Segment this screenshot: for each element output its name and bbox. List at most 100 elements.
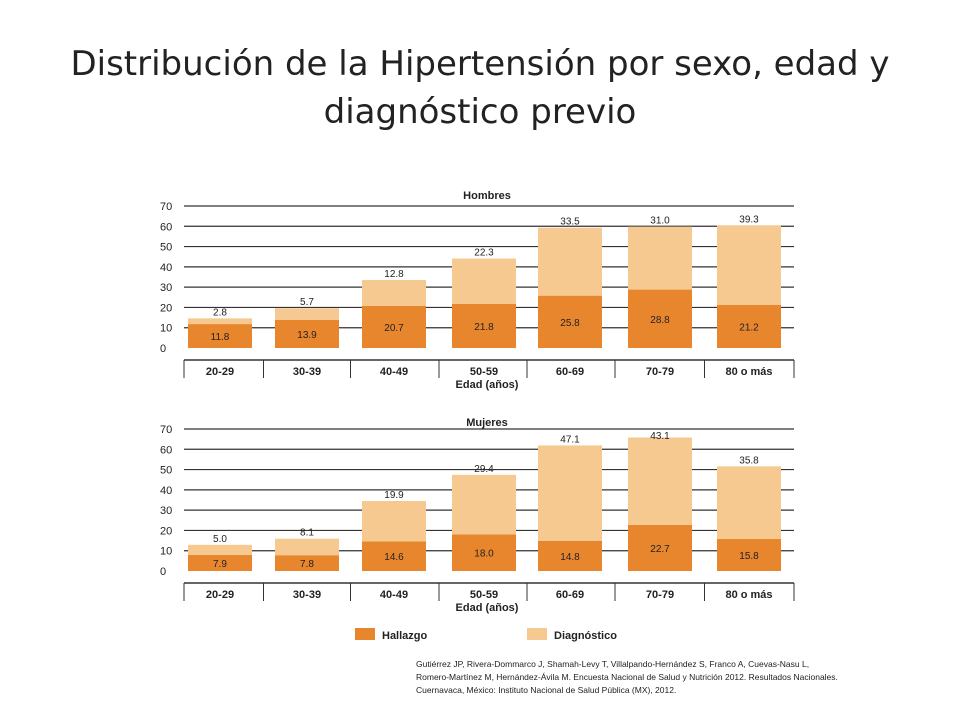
legend-swatch-hallazgo <box>355 628 375 640</box>
x-tick-label-mujeres-4: 50-59 <box>470 589 498 601</box>
y-tick-label-hombres-40: 40 <box>160 262 172 274</box>
data-label-mujeres-hallazgo-3: 14.6 <box>384 552 404 563</box>
x-tick-label-hombres-4: 50-59 <box>470 366 498 378</box>
data-label-mujeres-hallazgo-5: 14.8 <box>560 552 580 563</box>
bar-mujeres-hallazgo-60-69 <box>538 540 602 571</box>
legend-label-hallazgo: Hallazgo <box>382 630 428 642</box>
x-tick-label-hombres-7: 80 o más <box>725 366 772 378</box>
y-tick-label-mujeres-30: 30 <box>160 505 172 517</box>
data-label-hombres-diagnostico-6: 31.0 <box>650 216 670 227</box>
data-label-mujeres-hallazgo-4: 18.0 <box>474 549 494 560</box>
bar-hombres-hallazgo-60-69 <box>538 295 602 348</box>
x-tick-label-mujeres-1: 20-29 <box>206 589 234 601</box>
bar-mujeres-diagnstico-80-o-más <box>717 466 781 539</box>
bar-mujeres-hallazgo-50-59 <box>452 534 516 571</box>
data-label-hombres-hallazgo-5: 25.8 <box>560 318 580 329</box>
x-tick-label-mujeres-3: 40-49 <box>380 589 408 601</box>
bar-mujeres-hallazgo-40-49 <box>362 541 426 571</box>
bar-hombres-hallazgo-20-29 <box>188 324 252 348</box>
y-tick-label-mujeres-10: 10 <box>160 546 172 558</box>
legend-swatch-diagnostico <box>527 628 547 640</box>
bar-hombres-hallazgo-30-39 <box>275 319 339 348</box>
data-label-mujeres-hallazgo-1: 7.9 <box>213 559 227 570</box>
bar-hombres-hallazgo-50-59 <box>452 303 516 348</box>
bar-hombres-diagnstico-50-59 <box>452 258 516 304</box>
x-axis-title-hombres: Edad (años) <box>456 379 519 391</box>
data-label-mujeres-diagnostico-6: 43.1 <box>650 431 670 442</box>
data-label-hombres-hallazgo-3: 20.7 <box>384 323 404 334</box>
y-tick-label-mujeres-0: 0 <box>160 566 166 578</box>
bar-mujeres-diagnstico-20-29 <box>188 544 252 555</box>
y-tick-label-hombres-50: 50 <box>160 242 172 254</box>
bar-mujeres-hallazgo-20-29 <box>188 554 252 571</box>
bar-hombres-hallazgo-70-79 <box>628 289 692 348</box>
x-axis-title-mujeres: Edad (años) <box>456 602 519 614</box>
bar-mujeres-diagnstico-70-79 <box>628 437 692 525</box>
bar-hombres-diagnstico-80-o-más <box>717 225 781 305</box>
citation-line-2: Romero-Martínez M, Hernández-Ávila M. En… <box>416 672 838 682</box>
data-label-mujeres-hallazgo-6: 22.7 <box>650 544 670 555</box>
data-label-hombres-diagnostico-2: 5.7 <box>300 297 314 308</box>
data-label-hombres-hallazgo-7: 21.2 <box>739 322 759 333</box>
data-label-hombres-diagnostico-5: 33.5 <box>560 217 580 228</box>
chart-title-mujeres: Mujeres <box>466 417 508 429</box>
data-label-mujeres-diagnostico-1: 5.0 <box>213 534 227 545</box>
data-label-mujeres-diagnostico-7: 35.8 <box>739 455 759 466</box>
bar-mujeres-diagnstico-40-49 <box>362 501 426 542</box>
bar-hombres-diagnstico-60-69 <box>538 227 602 296</box>
x-tick-label-hombres-1: 20-29 <box>206 366 234 378</box>
data-label-mujeres-diagnostico-2: 8.1 <box>300 528 314 539</box>
data-label-mujeres-diagnostico-4: 29.4 <box>474 464 494 475</box>
y-tick-label-hombres-0: 0 <box>160 343 166 355</box>
data-label-hombres-diagnostico-4: 22.3 <box>474 248 494 259</box>
data-label-hombres-hallazgo-6: 28.8 <box>650 315 670 326</box>
data-label-mujeres-hallazgo-2: 7.8 <box>300 559 314 570</box>
y-tick-label-mujeres-70: 70 <box>160 424 172 436</box>
data-label-mujeres-hallazgo-7: 15.8 <box>739 551 759 562</box>
citation-line-3: Cuernavaca, México: Instituto Nacional d… <box>416 685 677 695</box>
y-tick-label-hombres-10: 10 <box>160 323 172 335</box>
bar-hombres-diagnstico-40-49 <box>362 280 426 307</box>
data-label-mujeres-diagnostico-5: 47.1 <box>560 434 580 445</box>
bar-mujeres-diagnstico-50-59 <box>452 474 516 535</box>
x-tick-label-hombres-3: 40-49 <box>380 366 408 378</box>
bar-hombres-diagnstico-70-79 <box>628 226 692 290</box>
citation-line-1: Gutiérrez JP, Rivera-Dommarco J, Shamah-… <box>416 659 810 669</box>
chart-title-hombres: Hombres <box>463 190 511 202</box>
x-tick-label-hombres-5: 60-69 <box>556 366 584 378</box>
y-tick-label-mujeres-20: 20 <box>160 525 172 537</box>
y-tick-label-mujeres-60: 60 <box>160 444 172 456</box>
data-label-hombres-diagnostico-7: 39.3 <box>739 214 759 225</box>
bar-mujeres-hallazgo-30-39 <box>275 555 339 571</box>
data-label-hombres-hallazgo-2: 13.9 <box>297 330 317 341</box>
bar-hombres-diagnstico-30-39 <box>275 308 339 320</box>
x-tick-label-mujeres-5: 60-69 <box>556 589 584 601</box>
x-tick-label-hombres-2: 30-39 <box>293 366 321 378</box>
x-tick-label-mujeres-7: 80 o más <box>725 589 772 601</box>
bar-hombres-hallazgo-40-49 <box>362 306 426 348</box>
x-tick-label-mujeres-6: 70-79 <box>646 589 674 601</box>
slide-title: Distribución de la Hipertensión por sexo… <box>70 44 890 132</box>
y-tick-label-mujeres-50: 50 <box>160 465 172 477</box>
citation: Gutiérrez JP, Rivera-Dommarco J, Shamah-… <box>416 658 936 697</box>
bar-mujeres-diagnstico-30-39 <box>275 538 339 556</box>
bar-mujeres-diagnstico-60-69 <box>538 445 602 541</box>
data-label-hombres-hallazgo-1: 11.8 <box>211 332 230 343</box>
bar-hombres-hallazgo-80-o-más <box>717 304 781 348</box>
bar-mujeres-hallazgo-80-o-más <box>717 538 781 571</box>
x-tick-label-mujeres-2: 30-39 <box>293 589 321 601</box>
y-tick-label-hombres-60: 60 <box>160 221 172 233</box>
data-label-hombres-diagnostico-1: 2.8 <box>213 307 227 318</box>
data-label-hombres-hallazgo-4: 21.8 <box>474 322 494 333</box>
data-label-hombres-diagnostico-3: 12.8 <box>384 269 404 280</box>
bar-hombres-diagnstico-20-29 <box>188 318 252 325</box>
y-tick-label-hombres-30: 30 <box>160 282 172 294</box>
data-label-mujeres-diagnostico-3: 19.9 <box>384 490 404 501</box>
y-tick-label-hombres-70: 70 <box>160 201 172 213</box>
y-tick-label-mujeres-40: 40 <box>160 485 172 497</box>
bar-mujeres-hallazgo-70-79 <box>628 524 692 571</box>
x-tick-label-hombres-6: 70-79 <box>646 366 674 378</box>
legend-label-diagnostico: Diagnóstico <box>554 630 617 642</box>
y-tick-label-hombres-20: 20 <box>160 302 172 314</box>
